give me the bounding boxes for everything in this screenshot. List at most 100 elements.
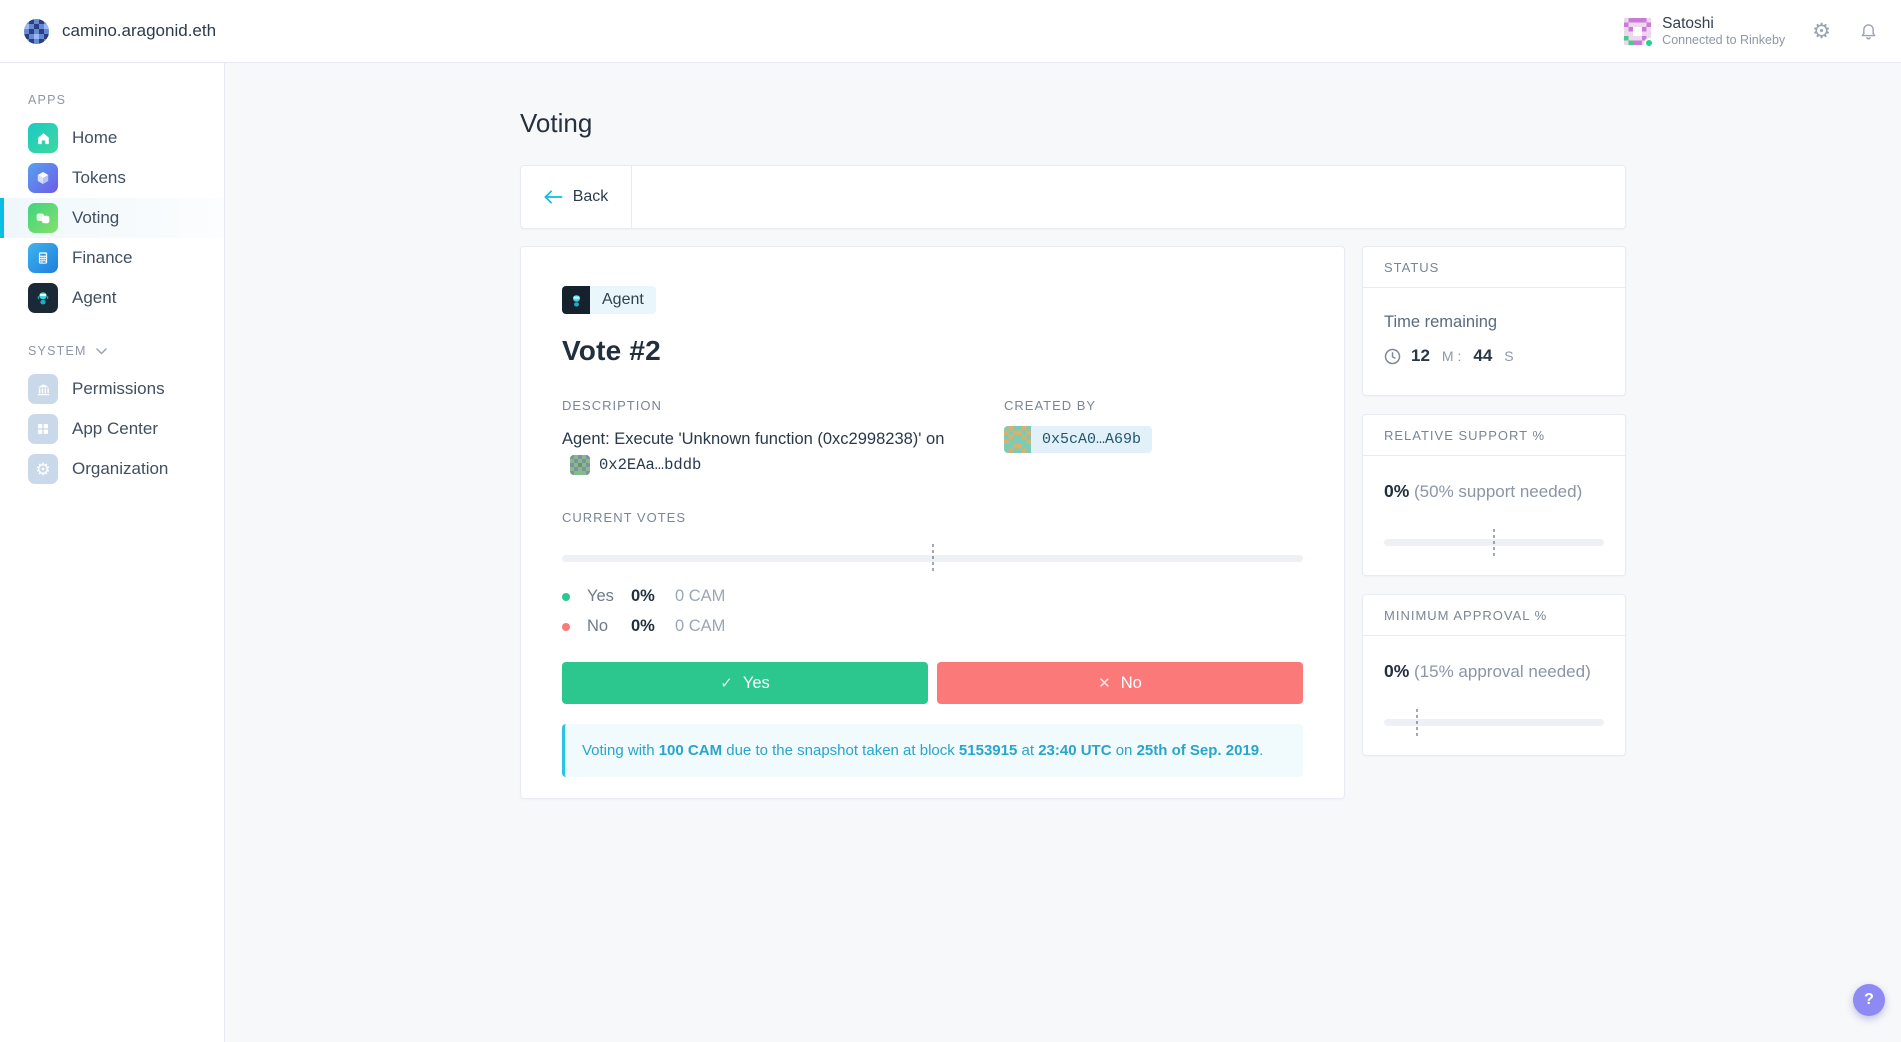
settings-button[interactable]: ⚙ <box>1812 21 1831 42</box>
vote-description: Agent: Execute 'Unknown function (0xc299… <box>562 430 945 448</box>
agent-app-badge: Agent <box>562 286 656 314</box>
main-area: Voting Back <box>225 63 1901 1042</box>
target-identity-badge[interactable]: 0x2EAa…bddb <box>570 455 1004 475</box>
time-remaining-value: 12 M : 44 S <box>1384 346 1604 366</box>
current-votes-label: CURRENT VOTES <box>562 510 686 525</box>
vote-result-row-yes: Yes 0% 0 CAM <box>562 587 1303 606</box>
sidebar-item-label: App Center <box>72 419 158 438</box>
sidebar-item-label: Finance <box>72 248 133 267</box>
network-status: Connected to Rinkeby <box>1662 33 1786 47</box>
apps-section-label: APPS <box>28 93 67 107</box>
yes-button-label: Yes <box>742 673 770 692</box>
snapshot-info-message: Voting with 100 CAM due to the snapshot … <box>562 724 1303 777</box>
vote-yes-button[interactable]: ✓ Yes <box>562 662 928 704</box>
minimum-approval-label: MINIMUM APPROVAL % <box>1363 595 1625 636</box>
back-label: Back <box>572 188 609 205</box>
system-section-toggle[interactable]: SYSTEM <box>0 344 224 369</box>
app-center-icon <box>28 414 58 444</box>
help-button[interactable]: ? <box>1853 984 1885 1016</box>
vote-title: Vote #2 <box>562 335 661 366</box>
org-switcher[interactable]: camino.aragonid.eth <box>24 18 217 44</box>
sidebar-item-app-center[interactable]: App Center <box>0 409 224 449</box>
back-arrow-icon <box>544 190 563 204</box>
option-percent: 0% <box>631 617 655 635</box>
support-threshold-marker <box>932 544 933 573</box>
status-panel-label: STATUS <box>1363 247 1625 288</box>
sidebar-item-agent[interactable]: Agent <box>0 278 224 318</box>
sidebar-item-label: Tokens <box>72 168 126 187</box>
tokens-icon <box>28 163 58 193</box>
relative-support-bar <box>1384 529 1604 556</box>
home-icon <box>28 123 58 153</box>
sidebar-item-permissions[interactable]: Permissions <box>0 369 224 409</box>
sidebar-item-finance[interactable]: Finance <box>0 238 224 278</box>
sidebar-item-label: Home <box>72 128 118 147</box>
option-amount: 0 CAM <box>675 587 726 605</box>
minimum-approval-bar <box>1384 709 1604 736</box>
relative-support-panel: RELATIVE SUPPORT % 0% (50% support neede… <box>1362 414 1626 576</box>
target-identicon <box>570 455 590 475</box>
agent-icon <box>28 283 58 313</box>
approval-needed-marker <box>1416 709 1418 736</box>
topbar: camino.aragonid.eth <box>0 0 1901 63</box>
notifications-button[interactable] <box>1858 21 1879 42</box>
clock-icon <box>1384 348 1401 364</box>
bell-icon <box>1861 23 1876 39</box>
page-title: Voting <box>520 108 593 138</box>
check-icon: ✓ <box>720 675 733 692</box>
minutes-unit: M : <box>1441 348 1462 364</box>
sidebar: APPS Home Tokens <box>0 63 225 1042</box>
support-needed-marker <box>1493 529 1495 556</box>
gear-icon: ⚙ <box>35 459 51 479</box>
user-name: Satoshi <box>1662 15 1714 32</box>
avatar <box>1624 17 1652 45</box>
sidebar-item-label: Permissions <box>72 379 165 398</box>
agent-badge-label: Agent <box>602 291 644 308</box>
sidebar-item-organization[interactable]: ⚙ Organization <box>0 449 224 489</box>
yes-dot-icon <box>562 592 570 601</box>
sidebar-item-tokens[interactable]: Tokens <box>0 158 224 198</box>
org-name: camino.aragonid.eth <box>62 21 217 40</box>
status-panel: STATUS Time remaining 12 M : 44 S <box>1362 246 1626 396</box>
option-label: No <box>587 617 609 635</box>
back-bar: Back <box>520 165 1626 229</box>
creator-identity-badge[interactable]: 0x5cA0…A69b <box>1004 426 1153 453</box>
relative-support-value: 0% (50% support needed) <box>1384 481 1583 501</box>
permissions-icon <box>28 374 58 404</box>
created-by-label: CREATED BY <box>1004 398 1097 413</box>
organization-icon: ⚙ <box>28 454 58 484</box>
option-label: Yes <box>587 587 614 605</box>
minimum-approval-panel: MINIMUM APPROVAL % 0% (15% approval need… <box>1362 594 1626 756</box>
creator-address: 0x5cA0…A69b <box>1042 431 1142 448</box>
sidebar-item-home[interactable]: Home <box>0 118 224 158</box>
option-amount: 0 CAM <box>675 617 726 635</box>
finance-icon <box>28 243 58 273</box>
seconds-value: 44 <box>1473 346 1493 365</box>
no-button-label: No <box>1120 673 1142 692</box>
votes-progress-bar <box>562 544 1303 573</box>
sidebar-item-label: Agent <box>72 288 117 307</box>
seconds-unit: S <box>1504 348 1514 364</box>
minutes-value: 12 <box>1411 346 1430 365</box>
vote-result-row-no: No 0% 0 CAM <box>562 617 1303 636</box>
user-menu[interactable]: Satoshi Connected to Rinkeby <box>1624 15 1786 48</box>
chevron-down-icon <box>95 347 107 354</box>
agent-icon <box>562 286 590 314</box>
time-remaining-label: Time remaining <box>1384 313 1498 331</box>
minimum-approval-value: 0% (15% approval needed) <box>1384 661 1591 681</box>
vote-card: Agent Vote #2 DESCRIPTION Agent: Execute… <box>520 246 1345 799</box>
sidebar-item-label: Voting <box>72 208 120 227</box>
description-label: DESCRIPTION <box>562 398 662 413</box>
target-address: 0x2EAa…bddb <box>599 456 702 474</box>
org-identicon <box>24 18 49 44</box>
vote-no-button[interactable]: ✕ No <box>937 662 1303 704</box>
back-button[interactable]: Back <box>521 166 632 228</box>
no-dot-icon <box>562 622 570 631</box>
cross-icon: ✕ <box>1098 675 1111 692</box>
connection-status-dot <box>1644 37 1655 48</box>
voting-icon <box>28 203 58 233</box>
option-percent: 0% <box>631 587 655 605</box>
sidebar-item-voting[interactable]: Voting <box>0 198 224 238</box>
vote-sidebar: STATUS Time remaining 12 M : 44 S <box>1362 246 1626 756</box>
gear-icon: ⚙ <box>1812 19 1831 43</box>
